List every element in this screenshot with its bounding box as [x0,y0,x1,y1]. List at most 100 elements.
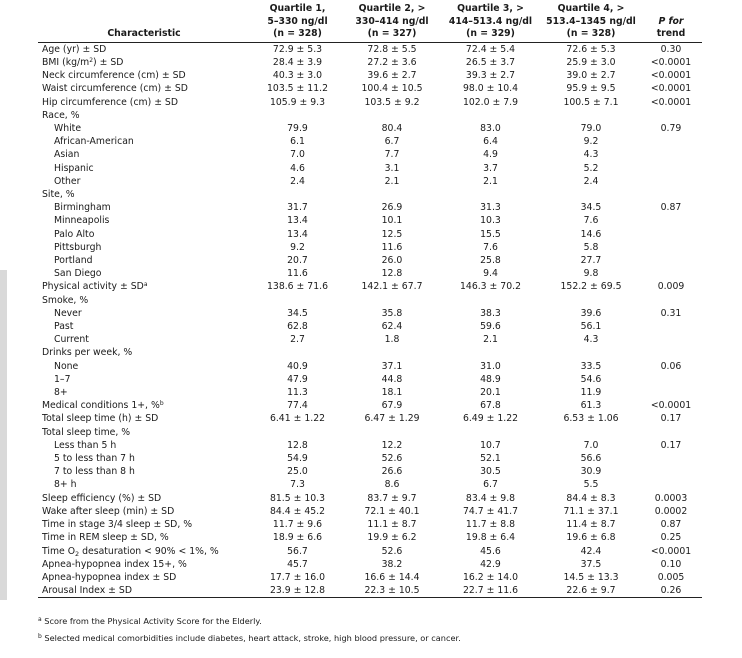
p-trend-cell [640,267,702,280]
table-body: Age (yr) ± SD 72.9 ± 5.3 72.8 ± 5.5 72.4 ± … [38,42,702,599]
table-row: 7 to less than 8 h 25.0 26.6 30.5 30.9 [38,465,702,478]
quartile-4-cell: 95.9 ± 9.5 [566,83,616,95]
quartile-4-cell: 56.1 [580,321,602,333]
quartile-1-cell: 105.9 ± 9.3 [269,96,326,108]
quartile-2-cell: 10.1 [381,215,403,227]
quartile-2-cell: 18.1 [381,387,403,399]
quartile-4-cell: 100.5 ± 7.1 [563,96,619,108]
quartile-3-cell: 16.2 ± 14.0 [462,571,519,583]
quartile-2-cell: 6.7 [384,136,400,148]
quartile-1-cell [250,346,345,359]
quartile-3-cell [439,188,542,201]
p-trend-cell [640,109,702,122]
p-trend-cell: 0.005 [657,571,685,583]
quartile-2-cell: 80.4 [381,123,403,134]
quartile-3-cell: 52.1 [480,453,501,465]
quartile-3-cell: 6.7 [483,479,498,491]
p-trend-cell [640,426,702,439]
row-label: White [54,123,82,134]
quartile-3-cell: 4.9 [483,149,498,161]
quartile-1-cell [250,188,345,201]
table-row: Portland 20.7 26.0 25.8 27.7 [38,254,702,267]
quartile-2-cell: 44.8 [381,373,403,385]
p-trend-cell: <0.0001 [650,70,692,82]
p-trend-cell [640,465,702,478]
quartile-2-cell [345,188,439,201]
quartile-4-cell [542,294,640,307]
quartile-4-cell: 79.0 [580,123,602,134]
quartile-3-cell: 45.6 [480,545,501,557]
row-label: 7 to less than 8 h [54,466,135,478]
table-row: Time in stage 3/4 sleep ± SD, % 11.7 ± 9.… [38,518,702,531]
p-trend-cell [640,294,702,307]
quartile-1-cell: 25.0 [287,466,308,478]
row-label: African-American [54,136,134,148]
quartile-1-cell: 77.4 [287,400,308,412]
row-label: Sleep efficiency (%) ± SD [42,492,162,504]
quartile-1-cell: 47.9 [287,373,308,385]
quartile-4-cell: 9.2 [583,136,599,148]
table-row: Past 62.8 62.4 59.6 56.1 [38,320,702,333]
quartile-3-cell: 30.5 [480,466,501,478]
quartile-3-cell: 10.3 [480,215,501,227]
row-label: 5 to less than 7 h [54,453,135,465]
quartile-4-cell: 7.6 [583,215,599,227]
quartile-1-cell [250,294,345,307]
quartile-2-cell: 83.7 ± 9.7 [367,492,417,504]
table-row: Palo Alto 13.4 12.5 15.5 14.6 [38,228,702,241]
table-row: Pittsburgh 9.2 11.6 7.6 5.8 [38,241,702,254]
quartile-3-cell: 42.9 [480,558,501,570]
table-row: Apnea-hypopnea index ± SD 17.7 ± 16.0 16.6… [38,571,702,584]
p-trend-cell [640,333,702,346]
quartile-4-cell: 4.3 [583,149,599,161]
quartile-3-cell: 146.3 ± 70.2 [459,281,521,293]
table-row: Time in REM sleep ± SD, % 18.9 ± 6.6 19.9 … [38,531,702,544]
table-row: Physical activity ± SDa 138.6 ± 71.6 142.1… [38,280,702,293]
quartile-4-cell [542,109,640,122]
quartile-4-cell: 14.6 [580,228,602,240]
quartile-4-cell: 27.7 [580,255,602,267]
quartile-4-cell: 11.4 ± 8.7 [566,519,616,531]
col-header-quartile-2: Quartile 2, >330–414 ng/dl (n = 327) [345,3,439,43]
table-row: Less than 5 h 12.8 12.2 10.7 7.0 0.17 [38,439,702,452]
row-label: Age (yr) ± SD [42,43,107,55]
quartile-1-cell: 84.4 ± 45.2 [269,505,326,517]
p-trend-cell: 0.31 [660,307,682,319]
quartile-1-cell: 40.9 [287,360,308,372]
table-row: Minneapolis 13.4 10.1 10.3 7.6 [38,214,702,227]
row-label: Time O2 desaturation < 90% < 1%, % [42,545,219,558]
quartile-2-cell [345,294,439,307]
quartile-2-cell: 11.6 [381,241,403,253]
p-trend-cell [640,346,702,359]
row-label: Past [54,321,74,333]
p-trend-cell: 0.26 [640,584,702,599]
quartile-1-cell: 11.7 ± 9.6 [272,519,323,531]
page-gutter-bar [0,270,7,600]
quartile-3-cell: 83.4 ± 9.8 [465,492,516,504]
quartile-4-cell: 5.2 [583,162,599,174]
row-label: Neck circumference (cm) ± SD [42,70,186,82]
row-label: Physical activity ± SDa [42,281,148,293]
quartile-2-cell: 12.5 [381,228,403,240]
p-trend-cell: 0.79 [660,123,682,134]
quartile-3-cell: 74.7 ± 41.7 [462,505,519,517]
table-row: BMI (kg/m2) ± SD 28.4 ± 3.9 27.2 ± 3.6 26.5… [38,56,702,69]
table-row: Site, % [38,188,702,201]
quartile-2-cell: 38.2 [381,558,403,570]
quartile-2-cell: 6.47 ± 1.29 [364,413,420,425]
p-trend-cell: <0.0001 [650,56,692,68]
quartile-2-cell: 12.8 [381,268,403,280]
table-row: Other 2.4 2.1 2.1 2.4 [38,175,702,188]
quartile-1-cell: 62.8 [287,321,308,333]
table-row: Medical conditions 1+, %b 77.4 67.9 67.8 61.… [38,399,702,412]
quartile-2-cell: 72.8 ± 5.5 [367,43,417,55]
quartile-3-cell [439,109,542,122]
row-label: Smoke, % [42,294,89,306]
quartile-4-cell: 152.2 ± 69.5 [560,281,622,293]
quartile-4-cell: 22.6 ± 9.7 [542,584,640,599]
quartile-3-cell [439,346,542,359]
quartile-4-cell: 33.5 [580,360,602,372]
row-label: San Diego [54,268,102,280]
quartile-4-cell: 2.4 [583,175,599,187]
row-label: Apnea-hypopnea index 15+, % [42,558,187,570]
